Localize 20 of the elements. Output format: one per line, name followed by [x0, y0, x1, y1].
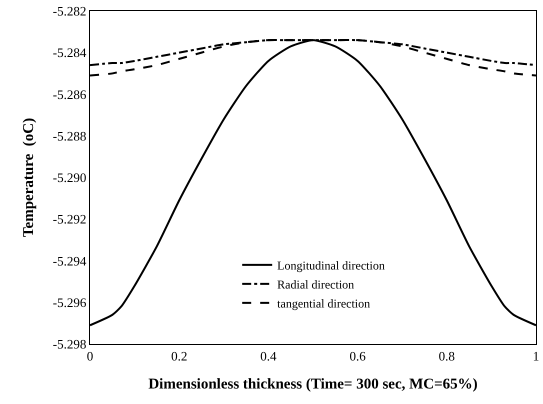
y-tick-label: -5.292: [52, 212, 86, 227]
legend-label: Radial direction: [277, 278, 354, 292]
y-axis-title: Temperature (oC): [21, 118, 38, 238]
x-tick-label: 0.2: [171, 348, 188, 364]
x-tick-label: 0.6: [349, 348, 366, 364]
y-tick-label: -5.298: [52, 336, 86, 352]
x-tick-label: 0: [86, 348, 94, 364]
y-tick-label: -5.296: [52, 294, 87, 310]
y-tick-label: -5.286: [52, 86, 87, 102]
y-tick-label: -5.288: [52, 128, 86, 144]
y-tick-label: -5.282: [52, 4, 86, 19]
x-tick-label: 1: [532, 348, 540, 364]
legend-label: tangential direction: [277, 296, 370, 311]
y-tick-label: -5.290: [52, 170, 86, 186]
x-tick-label: 0.8: [438, 348, 455, 364]
x-tick-label: 0.4: [260, 348, 278, 364]
legend-label: Longitudinal direction: [277, 258, 385, 273]
y-tick-label: -5.284: [52, 45, 87, 60]
y-tick-label: -5.294: [52, 253, 87, 268]
x-axis-title: Dimensionless thickness (Time= 300 sec, MC=65%): [148, 376, 478, 393]
